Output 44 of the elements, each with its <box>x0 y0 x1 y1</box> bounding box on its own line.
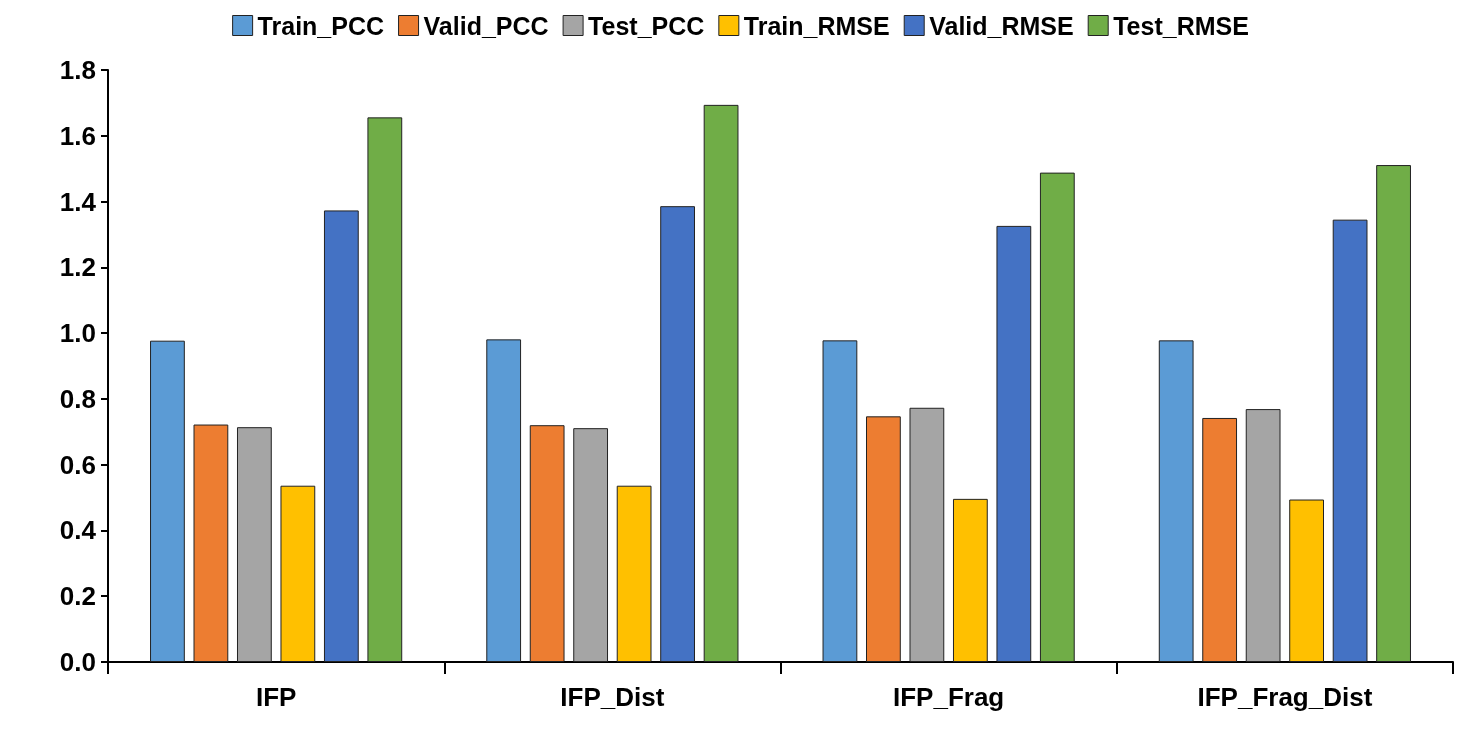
y-tick-label: 0.4 <box>59 515 97 546</box>
x-tick-label: IFP_Frag <box>893 682 1005 712</box>
bar <box>703 104 739 662</box>
bar <box>616 485 652 662</box>
y-tick-label: 0.0 <box>59 647 96 677</box>
y-tick-label: 0.6 <box>59 449 96 480</box>
bar <box>573 428 609 662</box>
bar <box>280 485 316 662</box>
x-tick-label: IFP <box>255 682 297 712</box>
bar <box>323 210 359 662</box>
bar <box>236 427 272 662</box>
bar <box>996 225 1032 662</box>
bar <box>193 424 229 662</box>
y-tick-label: 0.8 <box>59 383 96 414</box>
legend-label: Test_PCC <box>588 11 705 40</box>
bar <box>1245 409 1281 662</box>
legend-label: Test_RMSE <box>1113 11 1249 40</box>
legend-label: Valid_PCC <box>423 11 549 40</box>
bar <box>660 206 695 662</box>
bar <box>1158 340 1194 662</box>
bar <box>909 407 945 662</box>
bar <box>822 340 858 662</box>
legend-label: Train_RMSE <box>743 11 890 40</box>
bar <box>952 498 988 662</box>
y-tick-label: 1.8 <box>59 55 96 85</box>
x-tick-label: IFP_Frag_Dist <box>1197 682 1373 712</box>
y-tick-label: 1.2 <box>59 252 96 283</box>
bar <box>150 340 185 662</box>
bar <box>1376 165 1411 662</box>
y-tick-label: 0.2 <box>59 581 96 612</box>
bar <box>1039 172 1075 662</box>
y-tick-label: 1.4 <box>59 186 97 217</box>
legend-label: Valid_RMSE <box>929 11 1074 40</box>
legend-label: Train_PCC <box>257 11 385 40</box>
bar <box>529 425 565 662</box>
bar <box>367 117 403 662</box>
bar <box>1202 417 1238 662</box>
y-tick-label: 1.6 <box>59 120 96 151</box>
bar <box>866 416 901 662</box>
y-tick-label: 1.0 <box>59 318 96 349</box>
bar <box>1289 499 1325 662</box>
x-tick-label: IFP_Dist <box>560 682 665 712</box>
bar <box>1332 219 1368 662</box>
bar <box>486 339 522 662</box>
